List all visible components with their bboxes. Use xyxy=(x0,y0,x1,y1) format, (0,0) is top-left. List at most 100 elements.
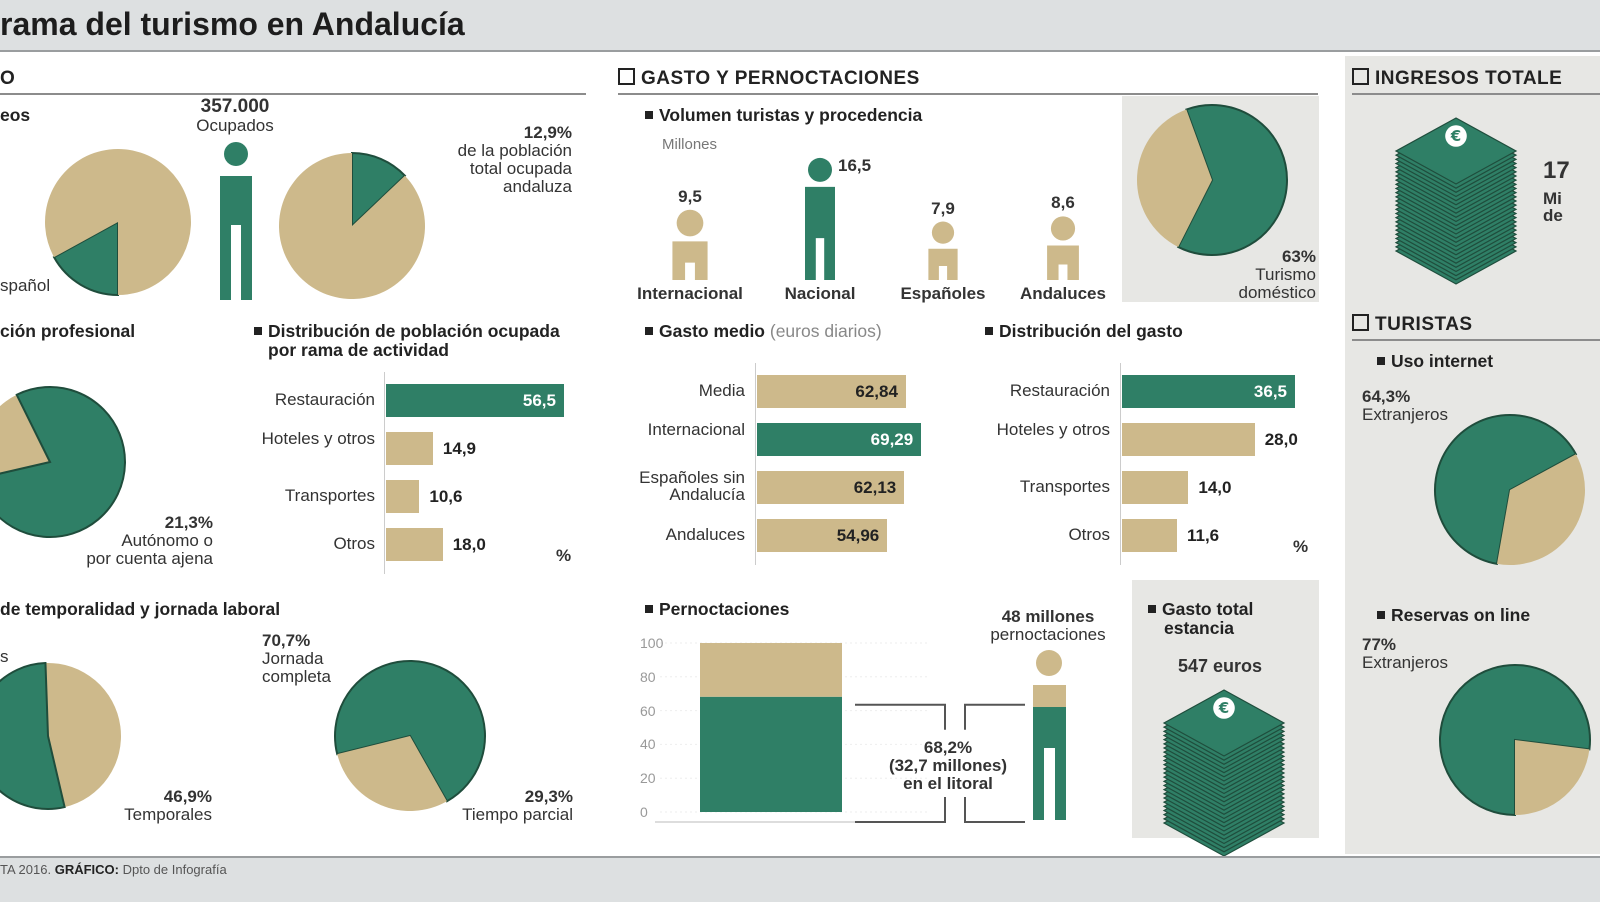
person-icon xyxy=(220,176,252,300)
internet-label: Extranjeros xyxy=(1362,405,1448,424)
pie-slice xyxy=(0,386,126,538)
bar xyxy=(1122,519,1177,552)
figure-value: 16,5 xyxy=(838,156,872,175)
reservas-label: Extranjeros xyxy=(1362,653,1448,672)
checkbox-icon xyxy=(618,68,635,85)
bar-value-label: 62,84 xyxy=(855,382,898,401)
checkbox-icon xyxy=(1352,68,1369,85)
gasto-medio-title: Gasto medio (euros diarios) xyxy=(645,322,882,341)
bar xyxy=(1122,423,1255,456)
euro-icon xyxy=(1445,125,1467,147)
pie-slice xyxy=(44,149,191,295)
volumen-title: Volumen turistas y procedencia xyxy=(645,106,922,125)
share-text: de la población xyxy=(457,141,572,160)
section-gasto: GASTO Y PERNOCTACIONES xyxy=(618,68,920,90)
bullet-icon xyxy=(1148,605,1156,613)
figure-category: Internacional xyxy=(637,284,743,303)
share-text: total ocupada xyxy=(469,159,572,178)
completa-pct: 70,7% xyxy=(262,631,311,650)
reservas-title: Reservas on line xyxy=(1377,606,1530,625)
bar-category-label: Otros xyxy=(1068,525,1110,544)
person-head-icon xyxy=(931,221,955,244)
bar xyxy=(1122,375,1295,408)
pie-slice xyxy=(279,152,426,299)
litoral-pct: 68,2% xyxy=(923,738,973,757)
bullet-icon xyxy=(254,327,262,335)
checkbox-icon xyxy=(1352,314,1369,331)
domestico-pct: 63% xyxy=(1281,247,1316,266)
bar-category-label: Transportes xyxy=(284,486,375,505)
completa-label: completa xyxy=(262,667,331,686)
bar-value-label: 62,13 xyxy=(853,478,897,497)
pernoc-total: 48 millones xyxy=(1001,607,1095,626)
parcial-pct: 29,3% xyxy=(524,787,573,806)
bar xyxy=(757,471,905,504)
pie-slice xyxy=(337,736,447,812)
ingresos-unit: Mi xyxy=(1543,189,1562,208)
bar xyxy=(386,384,564,417)
bar xyxy=(386,432,433,465)
pie-slice xyxy=(1439,664,1591,817)
pie-slice xyxy=(0,662,66,810)
bar-category-label: Andaluces xyxy=(665,525,745,544)
pie-label: spañol xyxy=(0,276,51,295)
temporales-label: Temporales xyxy=(124,805,212,824)
bar-axis xyxy=(755,363,756,565)
divider xyxy=(0,93,586,95)
footer-band xyxy=(0,856,1600,902)
person-head-icon xyxy=(1050,216,1076,241)
bar-value-label: 11,6 xyxy=(1186,526,1220,545)
divider xyxy=(1352,339,1600,341)
domestico-label: doméstico xyxy=(1238,283,1316,302)
ingresos-unit: de xyxy=(1543,206,1563,225)
pernoc-total: pernoctaciones xyxy=(990,625,1106,644)
bar-value-label: 18,0 xyxy=(452,535,486,554)
y-tick-label: 100 xyxy=(640,635,664,651)
bar-value-label: 36,5 xyxy=(1253,382,1287,401)
euro-icon xyxy=(1213,697,1235,719)
bar xyxy=(757,375,906,408)
bar-value-label: 10,6 xyxy=(429,487,463,506)
bullet-icon xyxy=(645,111,653,119)
pie-slice xyxy=(1434,414,1578,566)
bar-axis xyxy=(1120,363,1121,565)
y-tick-label: 20 xyxy=(640,770,656,787)
pie-slice xyxy=(1176,104,1288,256)
litoral-label: en el litoral xyxy=(903,774,993,793)
bullet-icon xyxy=(1377,357,1385,365)
internet-title: Uso internet xyxy=(1377,352,1493,371)
profesional-text: por cuenta ajena xyxy=(86,549,213,568)
stacked-bar-segment xyxy=(700,643,842,697)
ocupados-label: Ocupados xyxy=(196,116,274,135)
bar-category-label: Media xyxy=(698,381,745,400)
temporales-pct: 46,9% xyxy=(163,787,212,806)
pernoctaciones-title: Pernoctaciones xyxy=(645,600,789,619)
pie-slice xyxy=(52,220,119,297)
pie-slice xyxy=(1496,454,1586,566)
y-tick-label: 0 xyxy=(640,804,648,820)
bar-value-label: 28,0 xyxy=(1264,430,1298,449)
ocupados-value: 357.000 xyxy=(200,96,270,117)
share-pct: 12,9% xyxy=(523,123,572,142)
person-icon xyxy=(1033,685,1066,707)
footer-credit: TA 2016. GRÁFICO: Dpto de Infografía xyxy=(0,862,227,877)
person-head-icon xyxy=(676,209,704,237)
title-band xyxy=(0,0,1600,52)
profesional-pct: 21,3% xyxy=(164,513,213,532)
completa-label: Jornada xyxy=(262,649,324,668)
bullet-icon xyxy=(645,605,653,613)
y-tick-label: 60 xyxy=(640,702,656,719)
person-icon xyxy=(928,248,958,280)
litoral-millones: (32,7 millones) xyxy=(888,756,1008,775)
profesional-title: ción profesional xyxy=(0,321,136,341)
y-tick-label: 80 xyxy=(640,668,656,685)
share-text: andaluza xyxy=(502,177,572,196)
gasto-total-value: 547 euros xyxy=(1178,656,1263,676)
bracket xyxy=(855,703,946,823)
subtitle-cut: eos xyxy=(0,105,31,125)
section-ingresos: INGRESOS TOTALE xyxy=(1352,68,1562,90)
bullet-icon xyxy=(645,327,653,335)
bar-value-label: 56,5 xyxy=(522,391,556,410)
distribucion-gasto-title: Distribución del gasto xyxy=(985,322,1183,341)
unit-label: % xyxy=(556,546,572,565)
